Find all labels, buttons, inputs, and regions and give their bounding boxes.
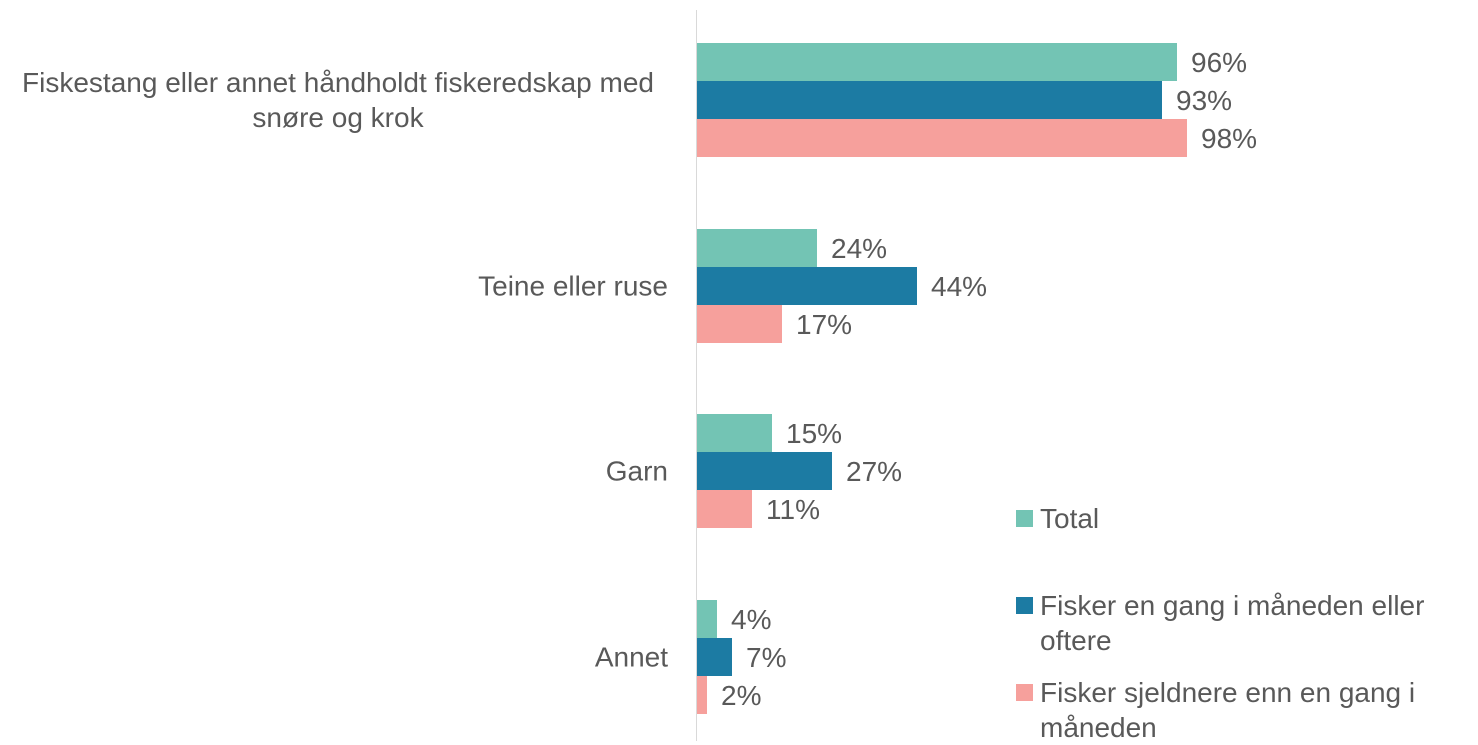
- category-label: Fiskestang eller annet håndholdt fiskere…: [0, 65, 668, 135]
- legend-swatch: [1016, 684, 1033, 701]
- bar: [697, 414, 772, 452]
- bar: [697, 43, 1177, 81]
- value-label: 44%: [931, 270, 988, 302]
- category-label: Garn: [0, 454, 668, 489]
- bar: [697, 637, 732, 676]
- bar: [697, 304, 782, 343]
- legend-label: Total: [1040, 503, 1100, 534]
- category-label: Annet: [0, 639, 668, 674]
- category-text: Teine eller ruse: [478, 270, 668, 301]
- category-label: Teine eller ruse: [0, 268, 668, 303]
- legend-label: Fisker sjeldnere enn en gang i måneden: [1040, 677, 1416, 743]
- category-text: Garn: [605, 455, 668, 487]
- bar: [697, 228, 817, 267]
- bar: [697, 266, 917, 305]
- legend-swatch: [1016, 510, 1033, 527]
- value-label: 17%: [796, 308, 853, 340]
- value-label: 11%: [766, 494, 820, 525]
- value-label: 96%: [1191, 47, 1248, 78]
- category-text: Fiskestang eller annet håndholdt fiskere…: [22, 67, 654, 133]
- axis-line: [696, 10, 697, 741]
- legend-item: Fisker en gang i måneden eller oftere: [1016, 588, 1456, 658]
- legend-item: Total: [1016, 501, 1456, 536]
- value-label: 7%: [746, 641, 787, 673]
- value-label: 15%: [786, 418, 843, 449]
- value-label: 24%: [831, 232, 888, 264]
- value-label: 98%: [1201, 123, 1258, 154]
- value-label: 4%: [731, 603, 772, 635]
- bar: [697, 599, 717, 638]
- legend-item: Fisker sjeldnere enn en gang i måneden: [1016, 675, 1456, 745]
- value-label: 93%: [1176, 85, 1233, 116]
- bar: [697, 675, 707, 714]
- value-label: 2%: [721, 679, 762, 711]
- legend-label: Fisker en gang i måneden eller oftere: [1040, 590, 1425, 656]
- bar: [697, 81, 1162, 119]
- legend-swatch: [1016, 597, 1033, 614]
- bar: [697, 452, 832, 490]
- value-label: 27%: [846, 456, 903, 487]
- bar: [697, 490, 752, 528]
- category-text: Annet: [594, 641, 668, 672]
- bar: [697, 119, 1187, 157]
